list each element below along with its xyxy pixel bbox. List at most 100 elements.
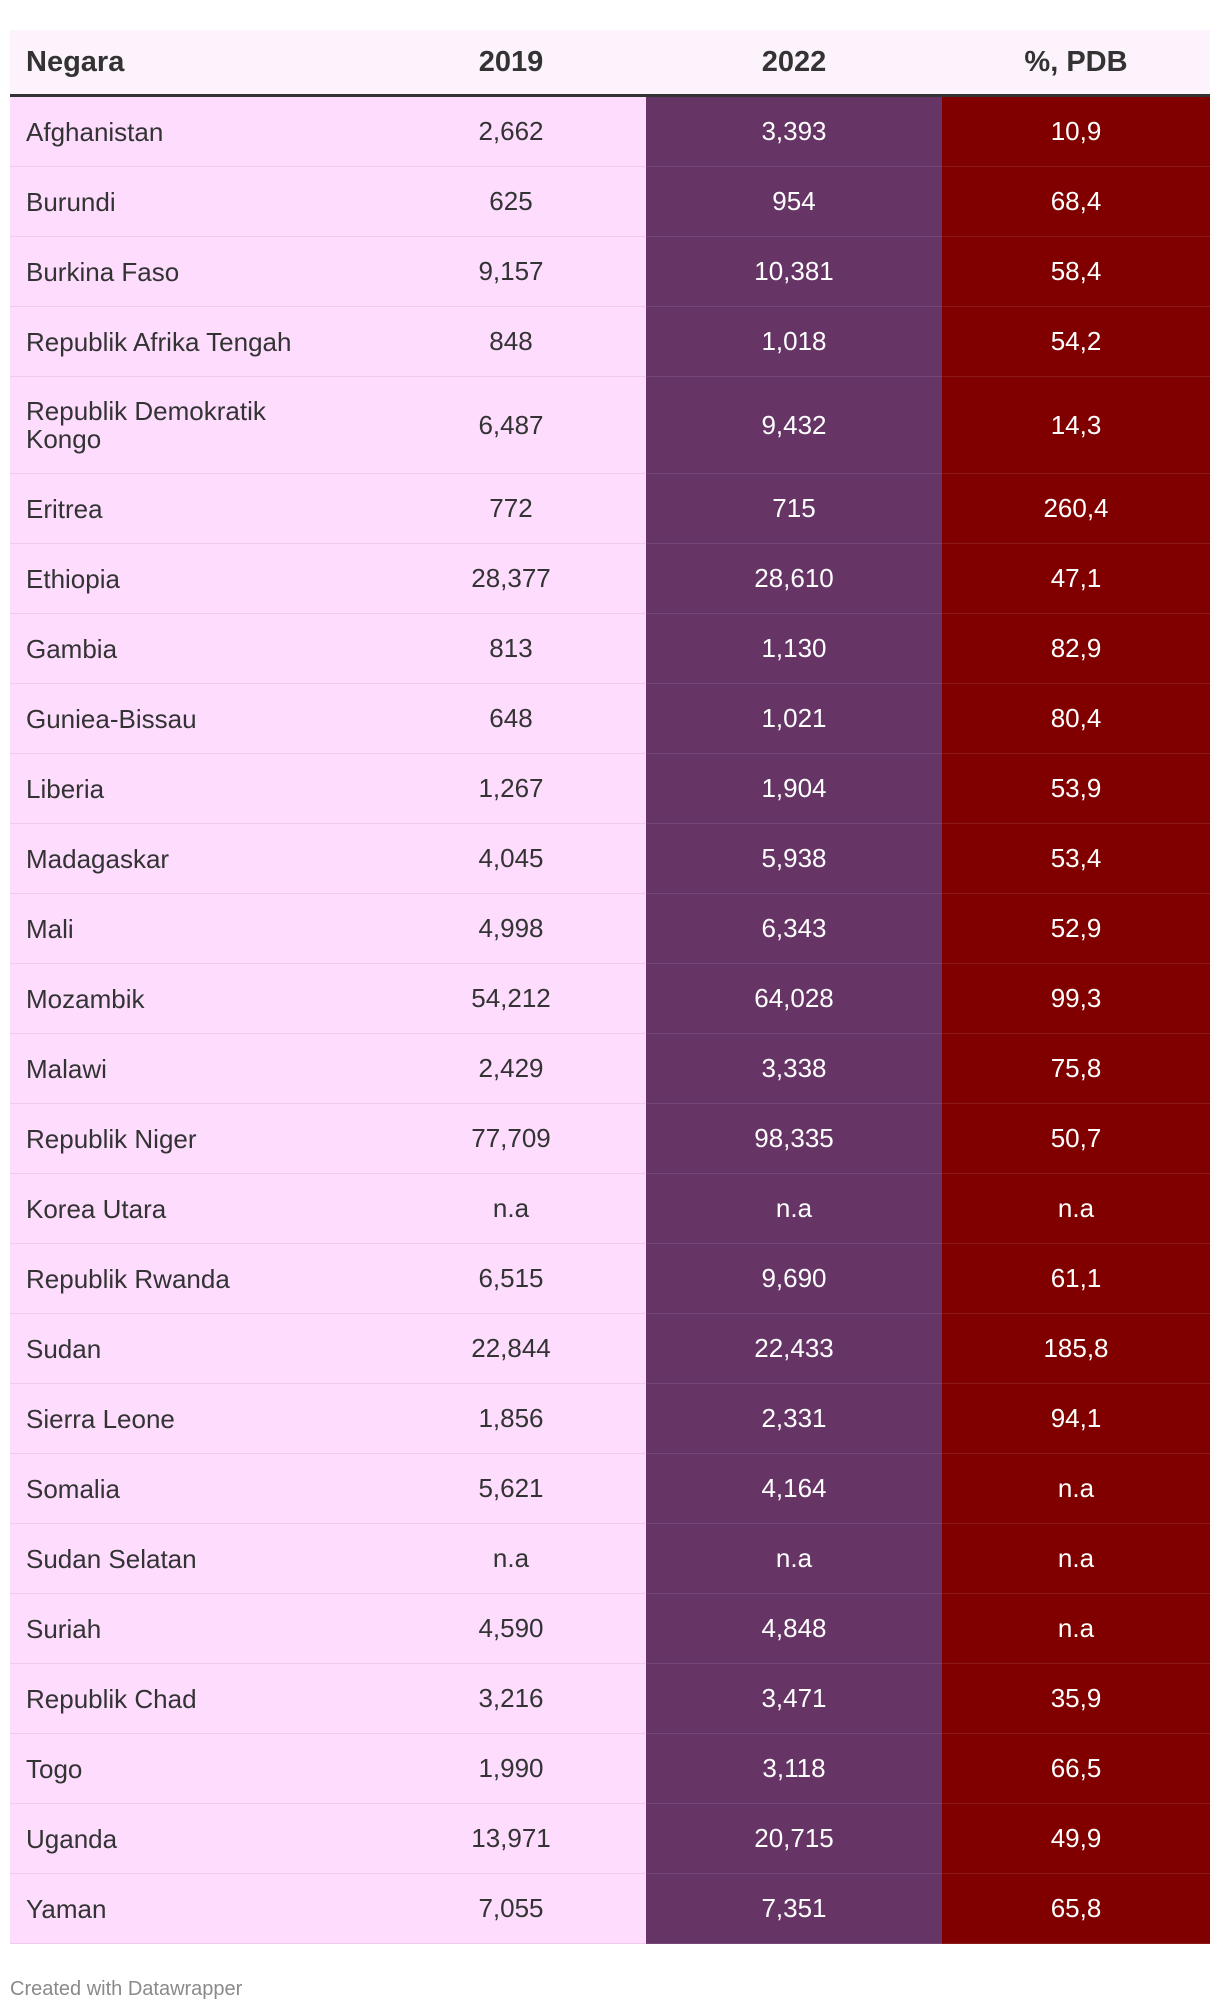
country-name: Mozambik xyxy=(26,983,145,1014)
table-row: Korea Utara n.a n.a n.a xyxy=(10,1173,1210,1244)
value-2019-cell: 6,515 xyxy=(376,1243,646,1314)
pdb-percent-cell: 260,4 xyxy=(942,473,1210,544)
table-row: Yaman 7,055 7,351 65,8 xyxy=(10,1873,1210,1944)
header-row: Negara 2019 2022 %, PDB xyxy=(10,30,1210,97)
country-name: Republik Niger xyxy=(26,1123,197,1154)
table-row: Republik Afrika Tengah 848 1,018 54,2 xyxy=(10,306,1210,377)
pdb-percent-cell: n.a xyxy=(942,1523,1210,1594)
value-2022-cell: 98,335 xyxy=(646,1103,942,1174)
pdb-percent-cell: 94,1 xyxy=(942,1383,1210,1454)
value-2019-cell: 54,212 xyxy=(376,963,646,1034)
table-row: Gambia 813 1,130 82,9 xyxy=(10,613,1210,684)
value-2022-cell: 9,690 xyxy=(646,1243,942,1314)
country-name: Sudan xyxy=(26,1333,102,1364)
country-name: Suriah xyxy=(26,1613,102,1644)
value-2022-cell: 10,381 xyxy=(646,236,942,307)
country-name: Uganda xyxy=(26,1823,118,1854)
country-name-cell: Sierra Leone xyxy=(10,1383,376,1454)
country-name-cell: Burkina Faso xyxy=(10,236,376,307)
value-2019-cell: 625 xyxy=(376,166,646,237)
table-row: Burkina Faso 9,157 10,381 58,4 xyxy=(10,236,1210,307)
value-2022-cell: 1,130 xyxy=(646,613,942,684)
column-header-pdb[interactable]: %, PDB xyxy=(942,30,1210,97)
table-row: Mali 4,998 6,343 52,9 xyxy=(10,893,1210,964)
table-body: Afghanistan 2,662 3,393 10,9 Burundi 625 954 68… xyxy=(10,95,1210,1944)
pdb-percent-cell: 53,9 xyxy=(942,753,1210,824)
pdb-percent-cell: 10,9 xyxy=(942,95,1210,167)
table-row: Togo 1,990 3,118 66,5 xyxy=(10,1733,1210,1804)
pdb-percent-cell: 68,4 xyxy=(942,166,1210,237)
country-name-cell: Republik Afrika Tengah xyxy=(10,306,376,377)
value-2019-cell: 1,267 xyxy=(376,753,646,824)
country-name: Guniea-Bissau xyxy=(26,703,197,734)
pdb-percent-cell: 80,4 xyxy=(942,683,1210,754)
pdb-percent-cell: 66,5 xyxy=(942,1733,1210,1804)
value-2019-cell: 22,844 xyxy=(376,1313,646,1384)
value-2019-cell: 4,590 xyxy=(376,1593,646,1664)
value-2022-cell: 5,938 xyxy=(646,823,942,894)
data-table: Negara 2019 2022 %, PDB Afghanistan 2,662… xyxy=(10,30,1210,1944)
value-2022-cell: 1,018 xyxy=(646,306,942,377)
table-row: Republik Chad 3,216 3,471 35,9 xyxy=(10,1663,1210,1734)
country-name-cell: Malawi xyxy=(10,1033,376,1104)
datawrapper-credit[interactable]: Created with Datawrapper xyxy=(10,1978,243,2000)
table-row: Malawi 2,429 3,338 75,8 xyxy=(10,1033,1210,1104)
country-name-cell: Gambia xyxy=(10,613,376,684)
country-name-cell: Somalia xyxy=(10,1453,376,1524)
value-2022-cell: 22,433 xyxy=(646,1313,942,1384)
value-2019-cell: 1,990 xyxy=(376,1733,646,1804)
country-name: Gambia xyxy=(26,633,118,664)
country-name-cell: Republik Demokratik Kongo xyxy=(10,376,376,474)
pdb-percent-cell: 53,4 xyxy=(942,823,1210,894)
table-row: Sudan 22,844 22,433 185,8 xyxy=(10,1313,1210,1384)
value-2022-cell: 64,028 xyxy=(646,963,942,1034)
country-name-cell: Uganda xyxy=(10,1803,376,1874)
table-row: Republik Rwanda 6,515 9,690 61,1 xyxy=(10,1243,1210,1314)
table-row: Republik Niger 77,709 98,335 50,7 xyxy=(10,1103,1210,1174)
value-2019-cell: 813 xyxy=(376,613,646,684)
pdb-percent-cell: 58,4 xyxy=(942,236,1210,307)
table-header: Negara 2019 2022 %, PDB xyxy=(10,30,1210,97)
table-row: Somalia 5,621 4,164 n.a xyxy=(10,1453,1210,1524)
value-2019-cell: n.a xyxy=(376,1523,646,1594)
table-row: Sudan Selatan n.a n.a n.a xyxy=(10,1523,1210,1594)
column-header-2019[interactable]: 2019 xyxy=(376,30,646,97)
value-2019-cell: 648 xyxy=(376,683,646,754)
value-2019-cell: 13,971 xyxy=(376,1803,646,1874)
value-2022-cell: 954 xyxy=(646,166,942,237)
country-name-cell: Mozambik xyxy=(10,963,376,1034)
country-name: Burkina Faso xyxy=(26,256,180,287)
country-name-cell: Republik Rwanda xyxy=(10,1243,376,1314)
value-2019-cell: 6,487 xyxy=(376,376,646,474)
country-name: Afghanistan xyxy=(26,116,164,147)
table-container: Negara 2019 2022 %, PDB Afghanistan 2,662… xyxy=(10,30,1210,1944)
pdb-percent-cell: 61,1 xyxy=(942,1243,1210,1314)
value-2019-cell: 3,216 xyxy=(376,1663,646,1734)
value-2022-cell: 4,848 xyxy=(646,1593,942,1664)
value-2022-cell: 1,021 xyxy=(646,683,942,754)
value-2019-cell: 5,621 xyxy=(376,1453,646,1524)
pdb-percent-cell: 50,7 xyxy=(942,1103,1210,1174)
table-row: Sierra Leone 1,856 2,331 94,1 xyxy=(10,1383,1210,1454)
value-2022-cell: 7,351 xyxy=(646,1873,942,1944)
table-row: Guniea-Bissau 648 1,021 80,4 xyxy=(10,683,1210,754)
pdb-percent-cell: n.a xyxy=(942,1593,1210,1664)
country-name: Liberia xyxy=(26,773,105,804)
column-header-negara[interactable]: Negara xyxy=(10,30,376,97)
table-row: Madagaskar 4,045 5,938 53,4 xyxy=(10,823,1210,894)
value-2022-cell: 6,343 xyxy=(646,893,942,964)
value-2019-cell: 28,377 xyxy=(376,543,646,614)
country-name: Sudan Selatan xyxy=(26,1543,197,1574)
country-name: Malawi xyxy=(26,1053,107,1084)
column-header-2022[interactable]: 2022 xyxy=(646,30,942,97)
table-row: Eritrea 772 715 260,4 xyxy=(10,473,1210,544)
country-name: Burundi xyxy=(26,186,116,217)
value-2019-cell: 9,157 xyxy=(376,236,646,307)
country-name-cell: Sudan Selatan xyxy=(10,1523,376,1594)
value-2019-cell: n.a xyxy=(376,1173,646,1244)
pdb-percent-cell: 99,3 xyxy=(942,963,1210,1034)
pdb-percent-cell: 47,1 xyxy=(942,543,1210,614)
value-2019-cell: 1,856 xyxy=(376,1383,646,1454)
pdb-percent-cell: n.a xyxy=(942,1453,1210,1524)
country-name: Korea Utara xyxy=(26,1193,167,1224)
